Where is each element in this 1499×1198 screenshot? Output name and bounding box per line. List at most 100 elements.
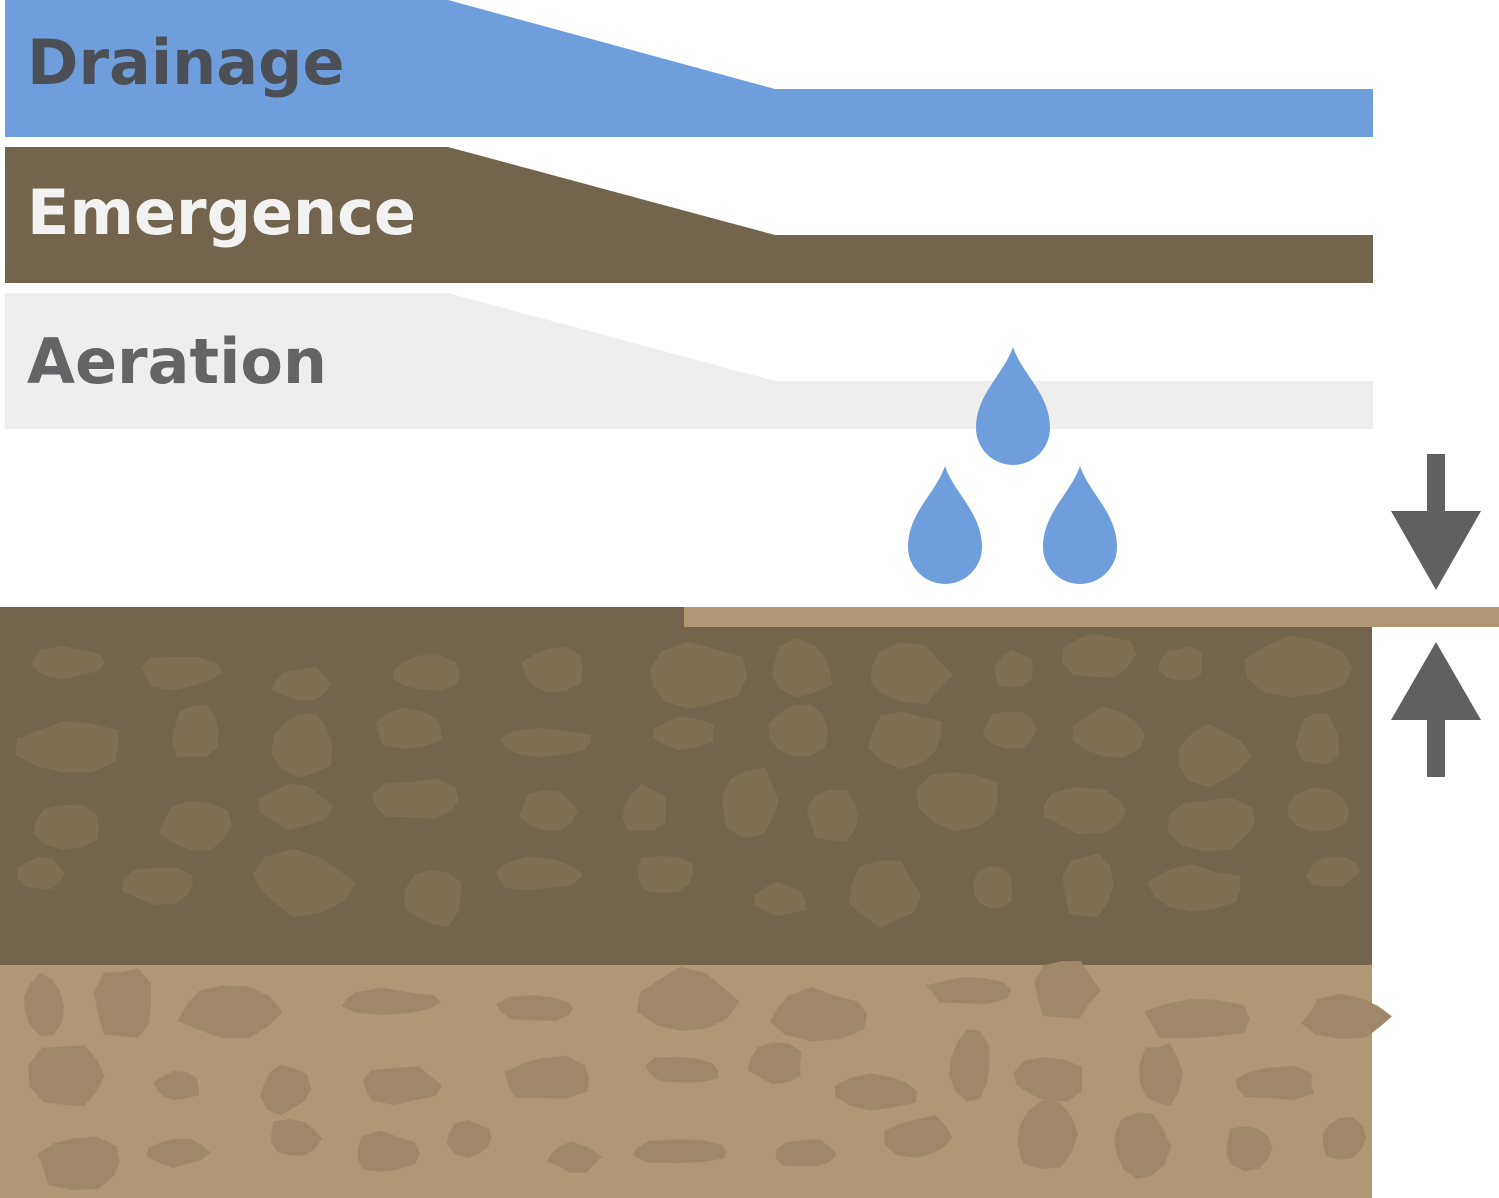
stone — [848, 860, 922, 928]
band-drainage-label: Drainage — [27, 26, 345, 99]
stone — [341, 987, 442, 1016]
stone — [1226, 1126, 1273, 1172]
stone — [1158, 646, 1202, 681]
band-drainage-shape — [5, 0, 1373, 137]
soil-profile — [0, 607, 1499, 1198]
stone — [867, 711, 943, 770]
stone — [171, 704, 219, 758]
stone — [1034, 961, 1101, 1019]
stone — [159, 801, 232, 851]
subsoil-stones — [24, 961, 1392, 1190]
stone — [153, 1071, 200, 1100]
stone — [722, 767, 779, 839]
stone — [518, 790, 579, 831]
stone — [637, 855, 693, 893]
stone — [392, 655, 460, 691]
stone — [973, 866, 1012, 908]
stone — [1168, 797, 1255, 852]
stone — [636, 966, 740, 1031]
stone — [653, 716, 714, 751]
arrow-up-icon — [1391, 642, 1481, 777]
stone — [916, 772, 998, 832]
stone — [771, 638, 833, 698]
stone — [1062, 633, 1137, 678]
surface-layer — [684, 607, 1499, 627]
stone — [495, 995, 574, 1022]
topsoil-stones — [15, 633, 1361, 928]
stone — [747, 1042, 802, 1085]
stone — [257, 783, 334, 830]
band-drainage: Drainage — [5, 0, 1373, 137]
stone — [372, 778, 459, 819]
stone — [622, 783, 667, 831]
stone — [1147, 863, 1241, 913]
stone — [870, 642, 954, 705]
stone — [768, 704, 828, 757]
stone — [1043, 786, 1127, 835]
stone — [1144, 999, 1250, 1039]
stone — [521, 646, 583, 693]
stone — [1062, 853, 1114, 918]
stone — [1139, 1043, 1184, 1107]
band-emergence: Emergence — [5, 147, 1373, 283]
stone — [177, 985, 283, 1039]
band-emergence-label: Emergence — [27, 176, 416, 249]
stone — [925, 976, 1012, 1004]
stone — [1322, 1117, 1367, 1160]
compression-arrows — [1391, 454, 1481, 777]
stone — [806, 789, 858, 842]
stone — [33, 804, 100, 850]
stone — [363, 1066, 442, 1106]
stone — [271, 1119, 323, 1156]
stone — [271, 713, 333, 778]
arrow-down-icon — [1391, 454, 1481, 590]
stone — [93, 968, 152, 1039]
stone — [633, 1139, 727, 1163]
stone — [15, 721, 119, 773]
band-aeration: Aeration — [5, 293, 1373, 429]
stone — [884, 1115, 953, 1158]
stone — [404, 870, 461, 928]
water-drop-icon — [976, 347, 1050, 465]
stone — [28, 1045, 105, 1107]
stone — [775, 1139, 837, 1167]
stone — [834, 1073, 917, 1111]
stone — [982, 711, 1037, 749]
stone — [142, 656, 223, 691]
stone — [357, 1130, 421, 1172]
stone — [37, 1136, 120, 1190]
stone — [496, 856, 583, 891]
stone — [260, 1064, 312, 1116]
stone — [1295, 713, 1339, 765]
stone — [645, 1056, 719, 1083]
stone — [272, 667, 331, 701]
stone — [1013, 1057, 1083, 1102]
stone — [447, 1119, 492, 1159]
stone — [1244, 635, 1353, 698]
stone — [504, 1055, 590, 1099]
stone — [948, 1029, 990, 1102]
band-emergence-shape — [5, 147, 1373, 283]
stone — [122, 867, 193, 905]
stone — [499, 727, 592, 758]
stone — [375, 707, 442, 749]
stone — [754, 881, 807, 916]
stone — [1017, 1100, 1078, 1169]
stone — [1178, 723, 1252, 788]
stone — [17, 857, 65, 890]
stone — [995, 649, 1033, 688]
stone — [1235, 1065, 1314, 1100]
stone — [24, 972, 64, 1037]
stone — [650, 641, 748, 709]
stone — [546, 1141, 603, 1174]
water-drop-icon — [1043, 466, 1117, 584]
stone — [252, 848, 356, 918]
stone — [1113, 1112, 1172, 1179]
band-aeration-label: Aeration — [27, 325, 327, 398]
stone — [146, 1138, 211, 1169]
water-drop-icon — [908, 466, 982, 584]
stone — [1072, 706, 1146, 758]
stone — [1288, 787, 1350, 832]
stone — [769, 987, 868, 1042]
